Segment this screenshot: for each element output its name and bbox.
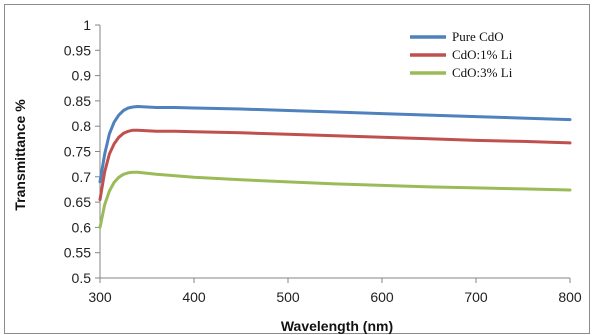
y-tick-label: 0.9 — [72, 68, 92, 84]
legend: Pure CdO CdO:1% Li CdO:3% Li — [410, 29, 513, 80]
x-tick-label: 400 — [182, 289, 206, 305]
y-tick-label: 0.85 — [64, 93, 91, 109]
x-axis-title: Wavelength (nm) — [281, 318, 393, 334]
series-line-2 — [98, 128, 572, 202]
chart-frame: 0.5 0.55 0.6 0.65 0.7 0.75 0.8 0.85 0.9 0.95 1 300 4… — [4, 4, 590, 334]
y-tick-label: 0.55 — [64, 245, 91, 261]
x-tick-label: 700 — [464, 289, 488, 305]
axes: 0.5 0.55 0.6 0.65 0.7 0.75 0.8 0.85 0.9 0.95 1 300 4… — [64, 17, 582, 305]
legend-label: CdO:3% Li — [452, 65, 513, 80]
series-line-1 — [98, 105, 572, 184]
y-tick-label: 0.7 — [72, 169, 92, 185]
series-layer — [98, 105, 572, 229]
y-tick-label: 0.75 — [64, 144, 91, 160]
series-line-3 — [98, 170, 572, 229]
y-tick-label: 0.65 — [64, 194, 91, 210]
x-tick-label: 800 — [558, 289, 582, 305]
y-tick-label: 0.6 — [72, 219, 92, 235]
y-axis-title: Transmittance % — [12, 99, 28, 211]
x-tick-label: 300 — [88, 289, 112, 305]
x-tick-label: 600 — [370, 289, 394, 305]
y-tick-label: 0.95 — [64, 42, 91, 58]
y-tick-label: 0.5 — [72, 270, 92, 286]
line-chart: 0.5 0.55 0.6 0.65 0.7 0.75 0.8 0.85 0.9 0.95 1 300 4… — [12, 17, 582, 334]
x-tick-label: 500 — [276, 289, 300, 305]
legend-label: Pure CdO — [452, 29, 504, 44]
legend-label: CdO:1% Li — [452, 47, 513, 62]
y-tick-label: 0.8 — [72, 118, 92, 134]
y-tick-label: 1 — [83, 17, 91, 33]
